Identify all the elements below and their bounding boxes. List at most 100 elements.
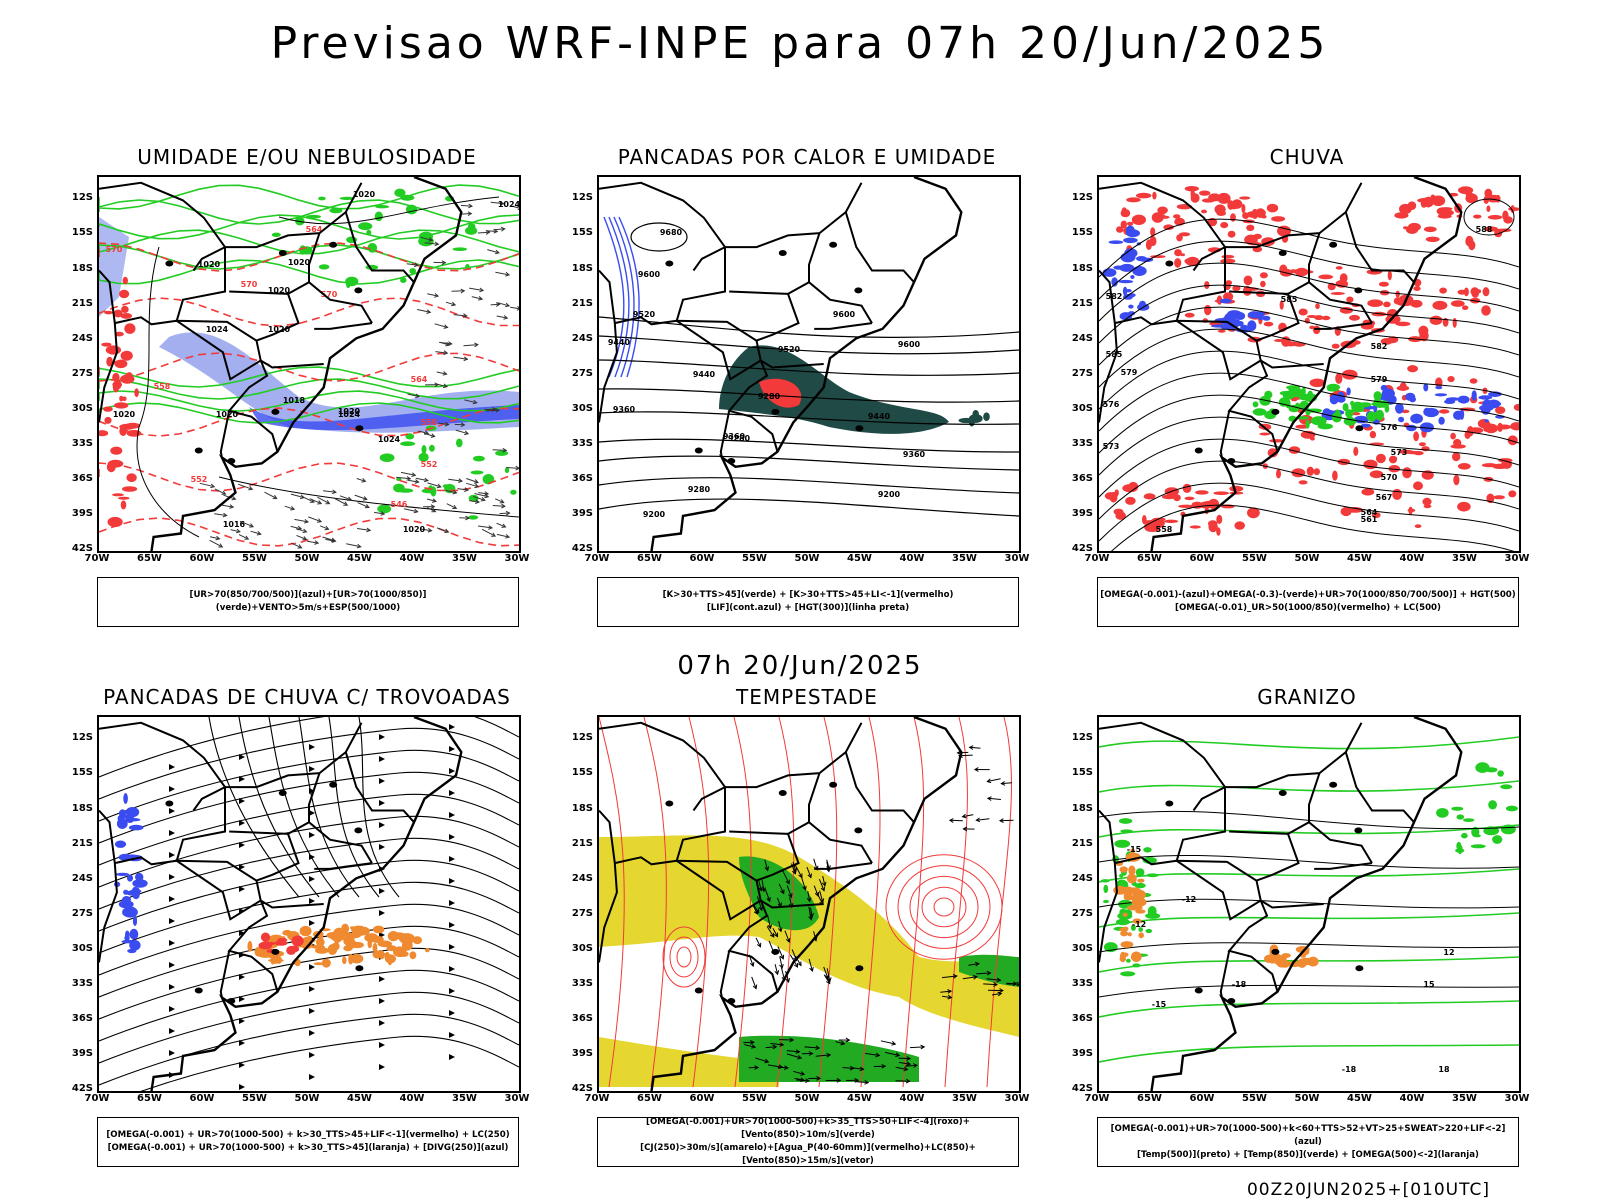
streamline-arrow <box>379 734 385 740</box>
green-speckle <box>1146 873 1159 878</box>
wind-vector <box>493 226 506 232</box>
country-border <box>787 280 873 324</box>
rain-speckle <box>1378 281 1389 287</box>
wind-vector <box>415 477 429 483</box>
legend-line: [K>30+TTS>45](verde) + [K>30+TTS>45+LI<-… <box>662 590 954 600</box>
rain-speckle <box>1309 325 1315 330</box>
rain-speckle <box>1487 215 1503 220</box>
longitude-label: 65W <box>1137 1093 1162 1104</box>
latitude-label: 18S <box>1071 262 1093 274</box>
latitude-label: 18S <box>1071 802 1093 814</box>
wind-vector <box>446 503 458 509</box>
rain-speckle <box>1457 501 1471 512</box>
longitude-label: 45W <box>1347 553 1372 564</box>
country-border <box>599 181 779 452</box>
wind-vector <box>471 296 484 301</box>
storm-speckle <box>370 935 384 943</box>
streamline <box>328 717 380 898</box>
green-speckle <box>345 278 351 289</box>
omega-strong-speckle <box>1381 402 1389 406</box>
storm-speckle <box>342 956 347 965</box>
red-speckle <box>126 429 142 437</box>
contour-label: 570 <box>106 245 123 254</box>
latitude-label: 24S <box>571 332 593 344</box>
latitude-label: 12S <box>1071 192 1093 204</box>
storm-speckle <box>398 933 415 944</box>
omega-speckle <box>1281 953 1291 958</box>
main-title: Previsao WRF-INPE para 07h 20/Jun/2025 <box>270 18 1330 69</box>
wind-vector <box>264 491 278 500</box>
rain-speckle <box>1476 289 1482 294</box>
wind-850-area <box>739 1035 919 1082</box>
rain-speckle <box>1271 216 1286 222</box>
wind-vector <box>469 499 481 504</box>
wind-vector <box>485 407 501 413</box>
rain-speckle <box>1157 206 1168 215</box>
lake-mark <box>829 781 838 788</box>
country-border <box>1344 751 1415 823</box>
longitude-label: 60W <box>689 553 715 564</box>
wind-vector <box>846 1078 860 1083</box>
streamline-arrow <box>379 822 385 828</box>
latitude-label: 18S <box>71 802 93 814</box>
rain-speckle <box>1176 234 1183 242</box>
streamline-arrow <box>449 966 455 972</box>
country-border <box>814 322 873 330</box>
wind-vector <box>895 1078 911 1084</box>
legend-box: [OMEGA(-0.001)-(azul)+OMEGA(-0.3)-(verde… <box>1097 577 1519 627</box>
rain-speckle <box>1221 254 1235 259</box>
latitude-label: 18S <box>571 262 593 274</box>
wind-vector <box>884 1051 901 1058</box>
contour-label: 1020 <box>353 190 376 199</box>
latitude-label: 21S <box>1071 297 1093 309</box>
omega-strong-speckle <box>1252 401 1259 408</box>
latitude-label: 39S <box>71 507 93 519</box>
rain-speckle <box>1507 435 1518 446</box>
wind-vector <box>983 982 999 987</box>
latitude-label: 12S <box>71 192 93 204</box>
latitude-label: 36S <box>1071 1012 1093 1024</box>
geopotential-contour <box>1099 460 1519 520</box>
streamline-arrow <box>449 746 455 752</box>
longitude-label: 35W <box>952 553 977 564</box>
contour-line <box>99 229 519 255</box>
longitude-label: 30W <box>1504 553 1530 564</box>
country-border <box>760 899 824 909</box>
lake-mark <box>329 241 338 248</box>
streamline-arrow <box>239 1040 245 1046</box>
omega-speckle <box>1122 926 1129 931</box>
latitude-label: 42S <box>71 1083 93 1094</box>
rain-speckle <box>1388 465 1401 473</box>
streamline-arrow <box>379 888 385 894</box>
latitude-label: 39S <box>1071 1047 1093 1059</box>
country-border <box>729 830 800 882</box>
omega-speckle <box>1130 951 1142 963</box>
wind-vector <box>777 946 785 960</box>
rain-speckle <box>1463 287 1469 297</box>
rain-speckle <box>1422 497 1432 506</box>
wind-vector <box>494 498 505 504</box>
streamline <box>358 717 400 898</box>
country-border <box>1114 856 1177 866</box>
rain-speckle <box>1321 315 1331 321</box>
wind-vector <box>433 260 447 266</box>
country-border <box>192 786 226 812</box>
streamline-850 <box>986 717 1012 1088</box>
height-contour <box>599 359 1019 376</box>
latitude-label: 42S <box>71 543 93 554</box>
longitude-label: 30W <box>504 1093 530 1104</box>
streamline <box>99 903 519 976</box>
cyclone-contour <box>921 886 967 928</box>
storm-speckle <box>372 942 378 953</box>
rain-speckle <box>1247 507 1260 519</box>
wind-vector <box>898 1061 912 1066</box>
wind-vector <box>973 767 990 772</box>
panel-title: PANCADAS DE CHUVA C/ TROVOADAS <box>103 685 511 709</box>
rain-speckle <box>1392 488 1402 500</box>
contour-label: 1020 <box>403 525 426 534</box>
lake-mark <box>329 781 338 788</box>
divergence-speckle <box>132 879 148 888</box>
rain-speckle <box>1375 453 1386 464</box>
rain-speckle <box>1277 225 1291 237</box>
storm-speckle <box>377 940 393 948</box>
